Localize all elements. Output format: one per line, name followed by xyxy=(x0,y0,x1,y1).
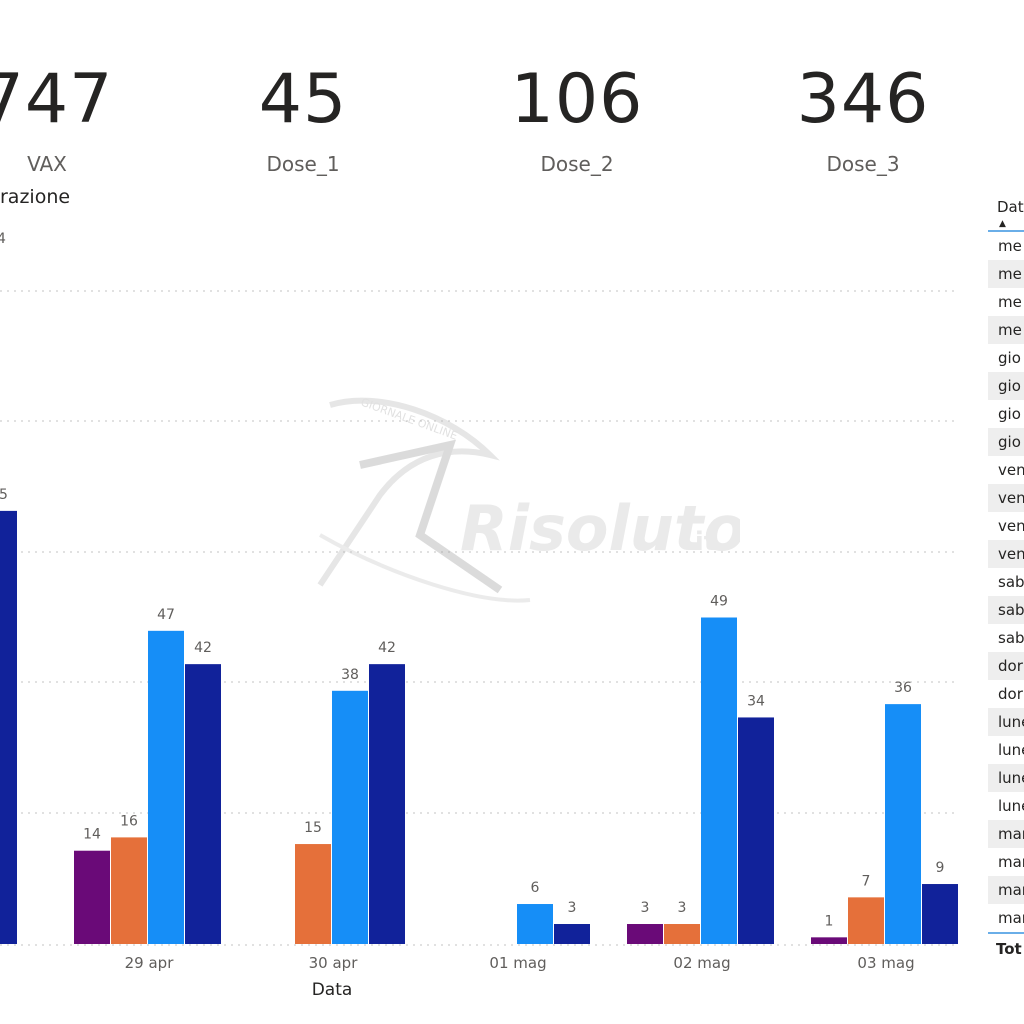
data-label: 9 xyxy=(936,860,945,876)
data-label: 94 xyxy=(0,231,6,247)
x-tick-label: 01 mag xyxy=(489,954,546,972)
kpi-dose1-value: 45 xyxy=(258,60,348,139)
table-body: me me me me gio gio gio gio ven ven ven ven sab sab sa… xyxy=(988,232,1024,932)
table-row[interactable]: ven xyxy=(988,484,1024,512)
data-label: 49 xyxy=(710,594,728,610)
sort-ascending-icon[interactable]: ▲ xyxy=(999,219,1006,229)
kpi-dose2: 106 Dose_2 xyxy=(477,60,677,177)
watermark-logo-icon: GIORNALE ONLINE Risoluto .it xyxy=(317,396,740,603)
table-row[interactable]: mar xyxy=(988,820,1024,848)
x-tick-label: 03 mag xyxy=(857,954,914,972)
x-tick-label: 30 apr xyxy=(309,954,359,972)
watermark-tld: .it xyxy=(685,527,716,557)
data-label: 3 xyxy=(678,900,687,916)
bar xyxy=(369,664,405,944)
bar xyxy=(148,630,184,944)
bar xyxy=(738,717,774,944)
bar xyxy=(922,884,958,944)
kpi-dose2-value: 106 xyxy=(510,60,644,139)
bar xyxy=(0,510,17,944)
data-label: 14 xyxy=(83,827,101,843)
table-row[interactable]: lune xyxy=(998,797,1024,815)
table-row[interactable]: lune xyxy=(988,708,1024,736)
table-row[interactable]: me xyxy=(998,237,1022,255)
table-header[interactable]: Dat ▲ xyxy=(988,192,1024,232)
x-tick-label: 02 mag xyxy=(673,954,730,972)
table-row[interactable]: lune xyxy=(988,764,1024,792)
data-label: 42 xyxy=(378,640,396,656)
bar xyxy=(295,844,331,944)
table-row[interactable]: me xyxy=(998,293,1022,311)
chart-title: razione xyxy=(0,186,71,208)
data-label: 34 xyxy=(747,693,765,709)
data-label: 38 xyxy=(341,667,359,683)
data-label: 1 xyxy=(825,913,834,929)
data-label: 65 xyxy=(0,487,8,503)
table-row[interactable]: me xyxy=(988,316,1024,344)
kpi-dose3-value: 346 xyxy=(796,60,930,139)
data-label: 7 xyxy=(862,873,871,889)
bar xyxy=(885,704,921,944)
date-table: Dat ▲ me me me me gio gio gio gio ven ven ven ven sa… xyxy=(988,192,1024,964)
table-row[interactable]: gio xyxy=(998,349,1021,367)
x-tick-label: 29 apr xyxy=(125,954,175,972)
table-total-label: Tot xyxy=(988,932,1024,964)
table-row[interactable]: ven xyxy=(998,517,1024,535)
bar xyxy=(811,937,847,944)
x-axis-title: Data xyxy=(312,980,353,1000)
kpi-vax: 747 VAX xyxy=(0,60,147,177)
table-row[interactable]: lune xyxy=(998,741,1024,759)
bar xyxy=(664,924,700,944)
kpi-dose1: 45 Dose_1 xyxy=(203,60,403,177)
table-row[interactable]: mar xyxy=(998,909,1024,927)
data-label: 15 xyxy=(304,820,322,836)
bar xyxy=(517,904,553,944)
bar xyxy=(111,837,147,944)
kpi-vax-value: 747 xyxy=(0,60,114,139)
bar xyxy=(701,617,737,944)
bar xyxy=(74,850,110,944)
table-row[interactable]: sab xyxy=(988,596,1024,624)
data-label: 36 xyxy=(894,680,912,696)
table-row[interactable]: gio xyxy=(998,405,1021,423)
data-label: 47 xyxy=(157,607,175,623)
kpi-dose3: 346 Dose_3 xyxy=(763,60,963,177)
table-row[interactable]: ven xyxy=(988,540,1024,568)
bar xyxy=(554,924,590,944)
kpi-dose1-label: Dose_1 xyxy=(266,152,340,176)
kpi-dose2-label: Dose_2 xyxy=(540,152,614,176)
table-row[interactable]: mar xyxy=(998,853,1024,871)
data-label: 3 xyxy=(568,900,577,916)
table-row[interactable]: dor xyxy=(988,652,1024,680)
bar xyxy=(332,690,368,944)
kpi-dose3-label: Dose_3 xyxy=(826,152,900,176)
watermark-brand: Risoluto xyxy=(460,492,740,565)
data-label: 42 xyxy=(194,640,212,656)
kpi-vax-label: VAX xyxy=(27,152,67,176)
table-row[interactable]: gio xyxy=(988,428,1024,456)
table-row[interactable]: dor xyxy=(998,685,1023,703)
data-label: 16 xyxy=(120,813,138,829)
data-label: 3 xyxy=(641,900,650,916)
table-row[interactable]: ven xyxy=(998,461,1024,479)
table-row[interactable]: sab xyxy=(998,629,1024,647)
data-label: 6 xyxy=(531,880,540,896)
bar xyxy=(185,664,221,944)
bar xyxy=(848,897,884,944)
table-row[interactable]: mar xyxy=(988,876,1024,904)
table-header-label: Dat xyxy=(997,198,1024,216)
table-row[interactable]: sab xyxy=(998,573,1024,591)
table-row[interactable]: gio xyxy=(988,372,1024,400)
bar xyxy=(627,924,663,944)
table-row[interactable]: me xyxy=(988,260,1024,288)
bar-chart: 14 3 1 16 15 3 7 47 38 6 49 36 65 42 42 3 34 9 94 29 apr 30 … xyxy=(0,231,958,1000)
